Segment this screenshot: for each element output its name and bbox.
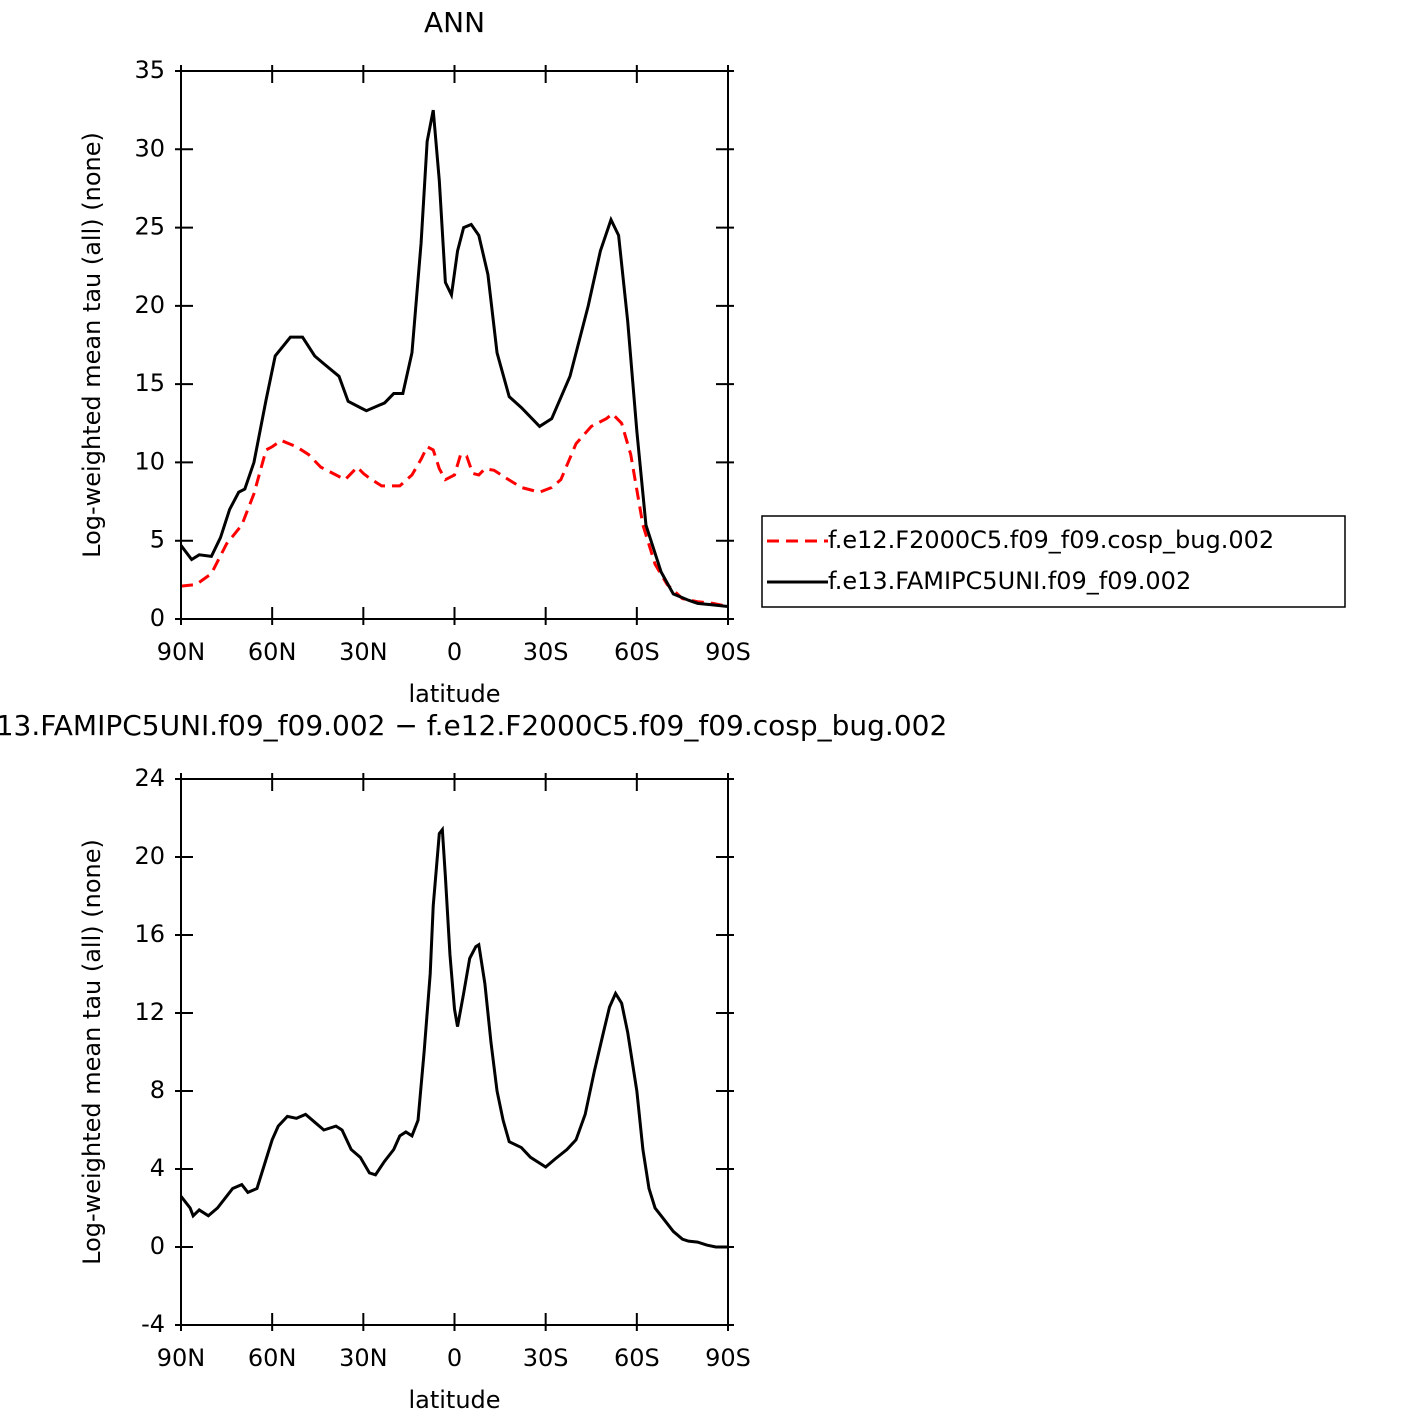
plot-frame <box>180 70 729 620</box>
x-axis-label: latitude <box>408 1386 500 1414</box>
plot-frame <box>180 778 729 1326</box>
y-tick-label: 10 <box>134 447 165 475</box>
y-axis-label: Log-weighted mean tau (all) (none) <box>78 132 106 558</box>
y-tick-label: 15 <box>134 369 165 397</box>
y-tick-label: 25 <box>134 213 165 241</box>
data-line <box>180 411 729 608</box>
y-tick-label: -4 <box>141 1310 165 1338</box>
x-tick-label: 30S <box>523 638 569 666</box>
legend-label: f.e12.F2000C5.f09_f09.cosp_bug.002 <box>828 526 1274 554</box>
y-tick-label: 35 <box>134 56 165 84</box>
y-tick-label: 4 <box>150 1154 165 1182</box>
y-tick-label: 30 <box>134 134 165 162</box>
x-tick-label: 90N <box>157 1344 206 1372</box>
x-tick-label: 30S <box>523 1344 569 1372</box>
chart-title: f.e13.FAMIPC5UNI.f09_f09.002 − f.e12.F20… <box>0 709 947 742</box>
y-tick-label: 5 <box>150 526 165 554</box>
data-line <box>179 825 728 1249</box>
y-tick-label: 0 <box>150 604 165 632</box>
legend-box <box>761 515 1346 608</box>
x-tick-label: 90N <box>157 638 206 666</box>
x-axis-label: latitude <box>408 680 500 708</box>
y-tick-label: 8 <box>150 1076 165 1104</box>
x-tick-label: 0 <box>447 638 462 666</box>
y-axis-label: Log-weighted mean tau (all) (none) <box>78 839 106 1265</box>
x-tick-label: 60S <box>614 1344 660 1372</box>
y-tick-label: 20 <box>134 291 165 319</box>
y-tick-label: 12 <box>134 998 165 1026</box>
x-tick-label: 60N <box>248 1344 297 1372</box>
y-tick-label: 0 <box>150 1232 165 1260</box>
x-tick-label: 90S <box>705 638 751 666</box>
x-tick-label: 90S <box>705 1344 751 1372</box>
data-line <box>179 109 729 608</box>
x-tick-label: 30N <box>339 638 388 666</box>
x-tick-label: 30N <box>339 1344 388 1372</box>
legend-label: f.e13.FAMIPC5UNI.f09_f09.002 <box>828 567 1191 595</box>
x-tick-label: 0 <box>447 1344 462 1372</box>
y-tick-label: 24 <box>134 764 165 792</box>
chart-title: ANN <box>424 6 485 39</box>
x-tick-label: 60N <box>248 638 297 666</box>
y-tick-label: 16 <box>134 920 165 948</box>
y-tick-label: 20 <box>134 842 165 870</box>
x-tick-label: 60S <box>614 638 660 666</box>
